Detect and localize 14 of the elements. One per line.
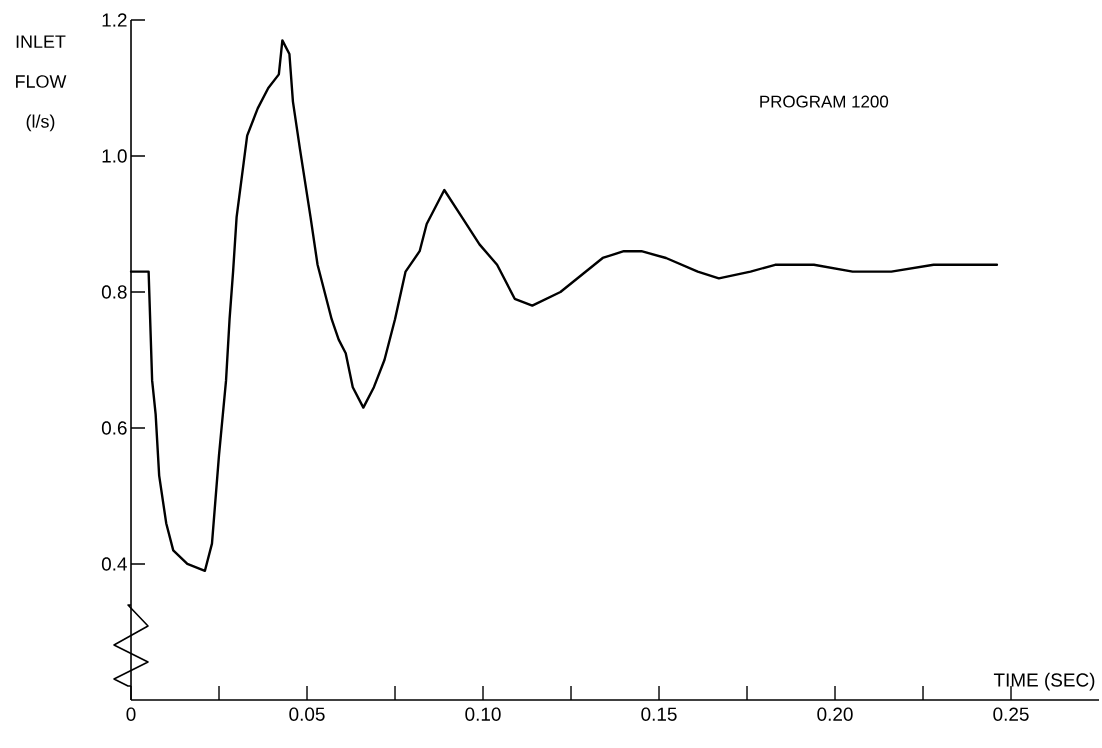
x-tick-label: 0: [126, 707, 136, 721]
y-tick-label: 0.8: [101, 285, 127, 299]
x-tick-label: 0.10: [465, 707, 501, 721]
text: INLET FLOW (l/s): [16, 35, 67, 132]
y-tick-label: 1.0: [102, 149, 127, 163]
x-tick-label: 0.20: [817, 707, 853, 721]
y-tick-label: 0.6: [101, 421, 127, 435]
x-axis-title: TIME (SEC): [993, 672, 1095, 691]
x-tick-label: 0.25: [993, 707, 1029, 721]
y-tick-label: 1.2: [102, 13, 127, 27]
x-tick-label: 0.15: [641, 707, 677, 721]
y-tick-label: 0.4: [101, 557, 127, 571]
x-tick-label: 0.05: [289, 707, 325, 721]
annotation: PROGRAM 1200: [760, 95, 889, 108]
